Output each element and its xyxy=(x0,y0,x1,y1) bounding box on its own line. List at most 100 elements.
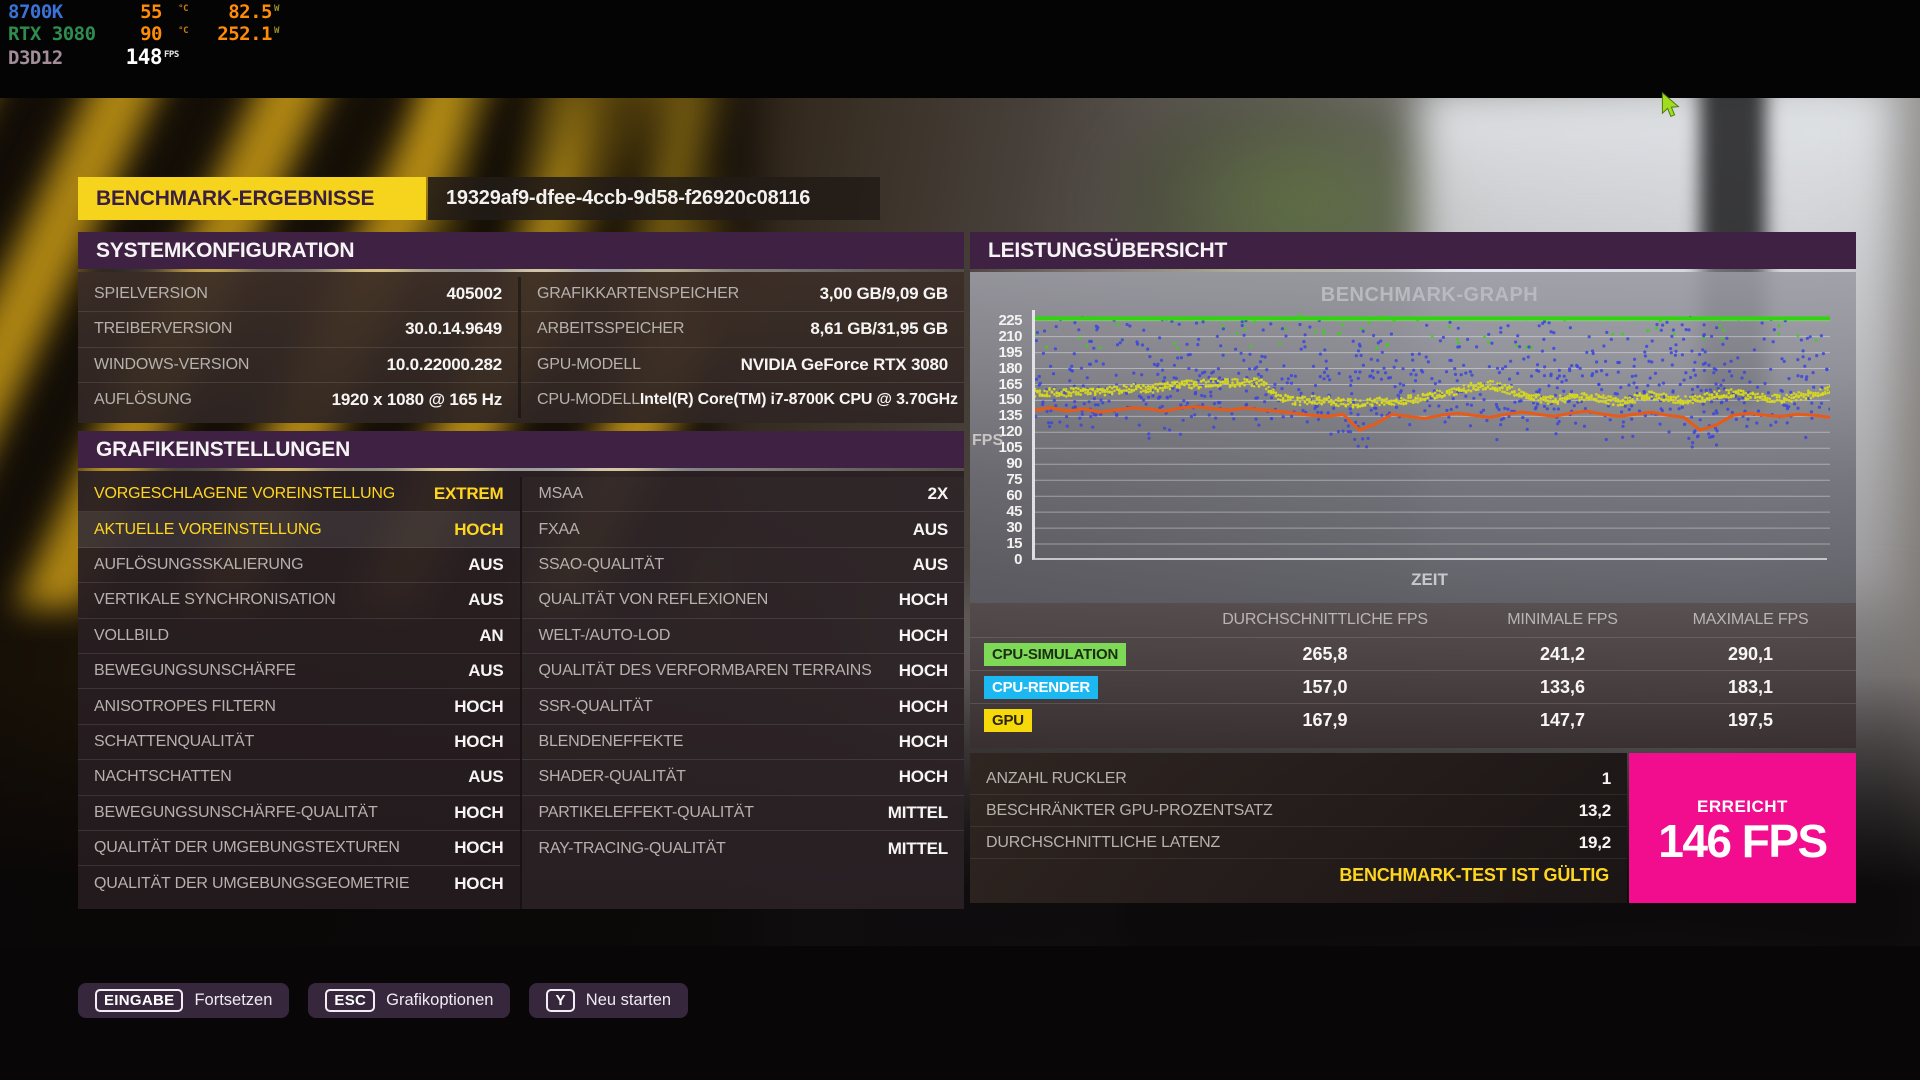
column-header: DURCHSCHNITTLICHE FPS xyxy=(1222,611,1428,628)
setting-value: HOCH xyxy=(898,731,948,751)
setting-label: FXAA xyxy=(538,520,580,538)
detail-row: BESCHRÄNKTER GPU-PROZENTSATZ 13,2 xyxy=(970,795,1627,827)
y-tick-label: 180 xyxy=(998,359,1022,377)
enter-keycap: EINGABE xyxy=(95,989,184,1012)
y-tick-label: 165 xyxy=(998,375,1022,393)
setting-row: QUALITÄT VON REFLEXIONEN HOCH xyxy=(522,583,964,619)
y-tick-label: 120 xyxy=(998,423,1022,441)
setting-label: VERTIKALE SYNCHRONISATION xyxy=(94,591,336,609)
setting-value: AUS xyxy=(468,661,504,681)
esc-keycap: ESC xyxy=(325,989,376,1012)
setting-row: FXAA AUS xyxy=(522,512,964,548)
row-value: 405002 xyxy=(446,284,503,304)
column-header: MINIMALE FPS xyxy=(1507,611,1618,628)
fps-unit: FPS xyxy=(164,50,179,60)
restart-label: Neu starten xyxy=(585,991,672,1009)
system-config-right-column: GRAFIKKARTENSPEICHER 3,00 GB/9,09 GB ARBE… xyxy=(521,277,964,418)
setting-label: SCHATTENQUALITÄT xyxy=(94,732,255,750)
column-header: MAXIMALE FPS xyxy=(1692,611,1809,628)
graphics-options-button[interactable]: ESC Grafikoptionen xyxy=(308,983,511,1018)
setting-label: VOLLBILD xyxy=(94,626,169,644)
setting-label: QUALITÄT VON REFLEXIONEN xyxy=(538,591,769,609)
continue-button[interactable]: EINGABE Fortsetzen xyxy=(78,983,290,1018)
graph-plot-area xyxy=(1032,310,1832,560)
y-tick-label: 135 xyxy=(998,407,1022,425)
table-row: TREIBERVERSION 30.0.14.9649 xyxy=(78,312,519,348)
achieved-label: ERREICHT xyxy=(1697,796,1788,816)
setting-value: AN xyxy=(479,625,504,645)
setting-label: AUFLÖSUNGSSKALIERUNG xyxy=(94,555,304,573)
setting-label: WELT-/AUTO-LOD xyxy=(538,626,671,644)
cpu-render-badge: CPU-RENDER xyxy=(984,675,1099,699)
divider-glint xyxy=(78,269,964,272)
setting-row: SSAO-QUALITÄT AUS xyxy=(522,548,964,584)
gpu-power-unit: W xyxy=(274,26,279,36)
min-fps-value: 133,6 xyxy=(1539,676,1586,697)
column-divider xyxy=(518,277,521,418)
setting-value: HOCH xyxy=(898,767,948,787)
cpu-temp: 55 xyxy=(140,1,162,23)
detail-value: 13,2 xyxy=(1578,800,1611,820)
setting-row: ANISOTROPES FILTERN HOCH xyxy=(78,689,520,725)
setting-row: NACHTSCHATTEN AUS xyxy=(78,760,520,796)
y-tick-label: 210 xyxy=(998,327,1022,345)
cpu-temp-unit: °C xyxy=(178,4,188,14)
setting-value: HOCH xyxy=(898,625,948,645)
setting-value: AUS xyxy=(468,590,504,610)
restart-button[interactable]: Y Neu starten xyxy=(529,983,689,1018)
benchmark-valid-status: BENCHMARK-TEST IST GÜLTIG xyxy=(1339,865,1609,885)
performance-header: LEISTUNGSÜBERSICHT xyxy=(970,232,1856,269)
detail-label: ANZAHL RUCKLER xyxy=(986,769,1127,787)
setting-row: PARTIKELEFFEKT-QUALITÄT MITTEL xyxy=(522,796,964,831)
graphics-settings-left-column: VORGESCHLAGENE VOREINSTELLUNG EXTREM AKTU… xyxy=(78,477,520,909)
row-value: 3,00 GB/9,09 GB xyxy=(819,284,949,304)
y-tick-label: 90 xyxy=(1006,455,1022,473)
setting-value: HOCH xyxy=(898,661,948,681)
row-value: 30.0.14.9649 xyxy=(405,319,503,339)
setting-value: HOCH xyxy=(454,873,504,893)
min-fps-value: 147,7 xyxy=(1539,709,1586,730)
setting-label: SSR-QUALITÄT xyxy=(538,697,653,715)
row-value: 1920 x 1080 @ 165 Hz xyxy=(331,390,503,410)
y-tick-label: 195 xyxy=(998,343,1022,361)
setting-row: RAY-TRACING-QUALITÄT MITTEL xyxy=(522,831,964,866)
cpu-name: 8700K xyxy=(8,1,63,23)
graphics-settings-header: GRAFIKEINSTELLUNGEN xyxy=(78,431,964,468)
setting-label: RAY-TRACING-QUALITÄT xyxy=(538,839,726,857)
setting-label: QUALITÄT DES VERFORMBAREN TERRAINS xyxy=(538,662,872,680)
y-keycap: Y xyxy=(546,989,575,1012)
setting-value: MITTEL xyxy=(887,802,948,822)
setting-row: VOLLBILD AN xyxy=(78,619,520,654)
detail-row: ANZAHL RUCKLER 1 xyxy=(970,763,1627,795)
mouse-cursor xyxy=(1660,91,1684,125)
gpu-badge: GPU xyxy=(984,708,1032,732)
y-tick-label: 150 xyxy=(998,391,1022,409)
graphics-settings-right-column: MSAA 2X FXAA AUS SSAO-QUALITÄT AUS QUALITÄT… xyxy=(522,477,964,909)
setting-value: HOCH xyxy=(454,802,504,822)
setting-value: MITTEL xyxy=(887,838,948,858)
gpu-name: RTX 3080 xyxy=(8,23,96,45)
column-divider xyxy=(519,477,523,909)
system-config-left-column: SPIELVERSION 405002 TREIBERVERSION 30.0.14… xyxy=(78,277,519,418)
setting-label: SSAO-QUALITÄT xyxy=(538,555,664,573)
benchmark-details-box: ANZAHL RUCKLER 1 BESCHRÄNKTER GPU-PROZENT… xyxy=(970,753,1627,903)
setting-label: BEWEGUNGSUNSCHÄRFE-QUALITÄT xyxy=(94,803,378,821)
stats-header-row: DURCHSCHNITTLICHE FPS MINIMALE FPS MAXIM… xyxy=(970,603,1856,637)
avg-fps-value: 265,8 xyxy=(1302,643,1348,664)
setting-row: MSAA 2X xyxy=(522,477,964,513)
setting-label: AKTUELLE VOREINSTELLUNG xyxy=(94,520,322,538)
setting-row-selected: AKTUELLE VOREINSTELLUNG HOCH xyxy=(78,512,520,548)
stats-row-gpu: GPU 167,9 147,7 197,5 xyxy=(970,703,1856,736)
graphics-options-label: Grafikoptionen xyxy=(386,991,494,1009)
stats-row-cpu-render: CPU-RENDER 157,0 133,6 183,1 xyxy=(970,670,1856,703)
row-value: NVIDIA GeForce RTX 3080 xyxy=(740,354,949,374)
y-tick-label: 75 xyxy=(1006,471,1022,489)
detail-value: 19,2 xyxy=(1578,832,1611,852)
y-tick-label: 105 xyxy=(998,439,1022,457)
left-panel: SYSTEMKONFIGURATION SPIELVERSION 405002 T… xyxy=(78,232,964,909)
setting-label: PARTIKELEFFEKT-QUALITÄT xyxy=(538,803,754,821)
cpu-power-unit: W xyxy=(274,4,279,14)
y-axis-label: FPS xyxy=(972,432,1004,449)
y-axis-ticks: 225 210 195 180 165 150 135 120 105 90 75 60 45 30 15 0 xyxy=(970,310,1026,568)
gpu-stats-row: RTX 3080 90 °C 252.1 W xyxy=(8,23,298,45)
